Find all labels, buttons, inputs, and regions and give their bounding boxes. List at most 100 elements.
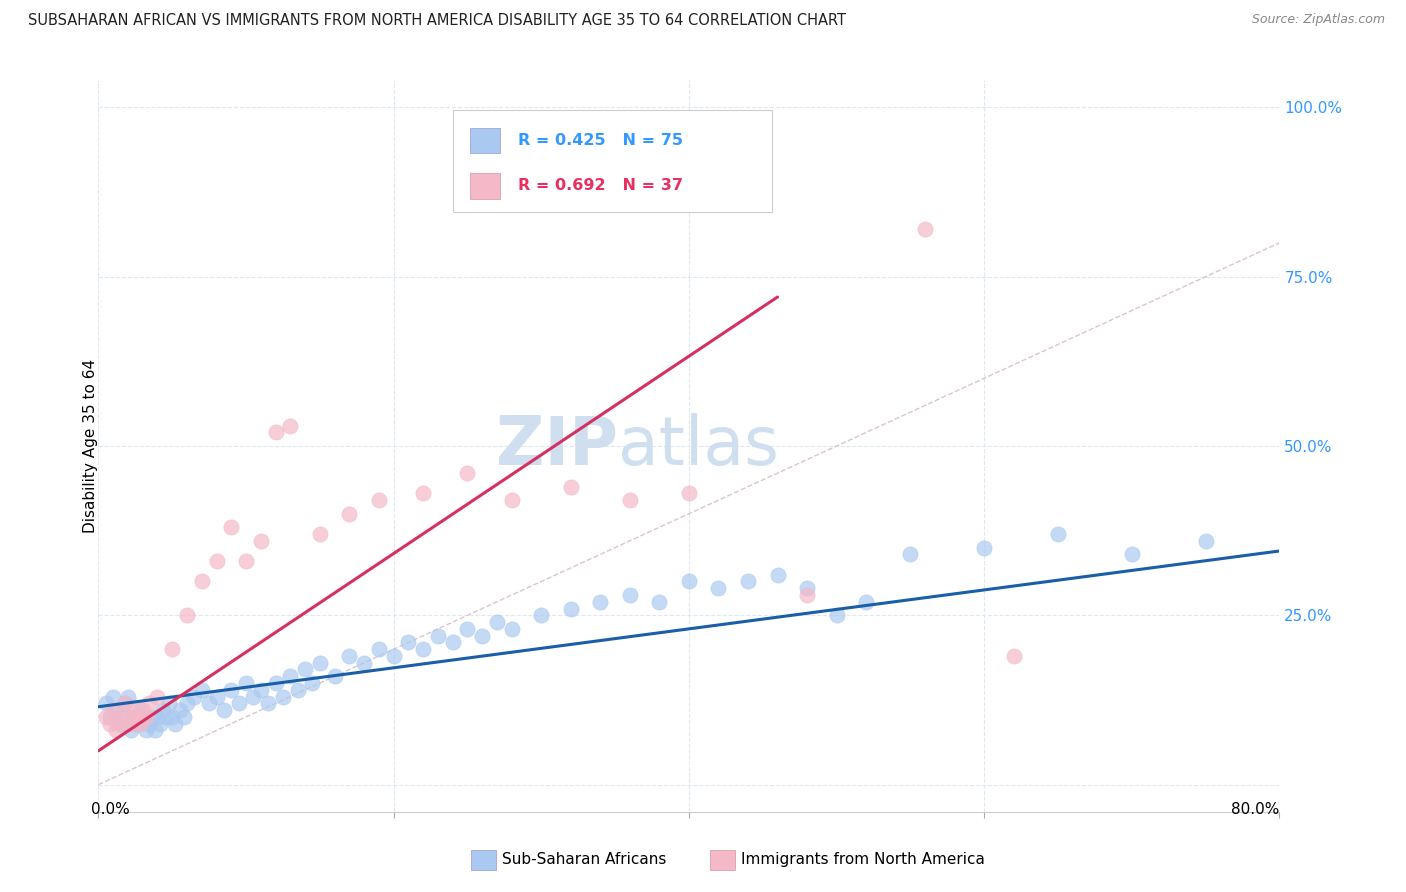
- Text: Source: ZipAtlas.com: Source: ZipAtlas.com: [1251, 13, 1385, 27]
- Text: Sub-Saharan Africans: Sub-Saharan Africans: [502, 853, 666, 867]
- Point: [235, 676, 257, 690]
- Text: 80.0%: 80.0%: [1232, 802, 1279, 816]
- Point: [128, 716, 150, 731]
- Point: [337, 648, 360, 663]
- Point: [560, 480, 582, 494]
- Point: [589, 595, 612, 609]
- Point: [120, 723, 142, 738]
- Text: 0.0%: 0.0%: [91, 802, 129, 816]
- Point: [146, 690, 169, 704]
- FancyBboxPatch shape: [471, 173, 501, 199]
- Point: [169, 703, 191, 717]
- Point: [132, 703, 155, 717]
- Point: [825, 608, 848, 623]
- FancyBboxPatch shape: [471, 128, 501, 153]
- Y-axis label: Disability Age 35 to 64: Disability Age 35 to 64: [83, 359, 97, 533]
- Point: [103, 690, 125, 704]
- Text: SUBSAHARAN AFRICAN VS IMMIGRANTS FROM NORTH AMERICA DISABILITY AGE 35 TO 64 CORR: SUBSAHARAN AFRICAN VS IMMIGRANTS FROM NO…: [28, 13, 846, 29]
- Point: [1002, 648, 1025, 663]
- Point: [173, 710, 195, 724]
- Point: [441, 635, 464, 649]
- Point: [219, 682, 242, 697]
- Point: [301, 676, 323, 690]
- Point: [412, 486, 434, 500]
- Point: [152, 703, 174, 717]
- Text: atlas: atlas: [619, 413, 779, 479]
- Point: [278, 669, 302, 683]
- Point: [1046, 527, 1069, 541]
- Point: [103, 703, 125, 717]
- Point: [287, 682, 309, 697]
- Point: [427, 629, 450, 643]
- Point: [353, 656, 375, 670]
- Point: [149, 716, 172, 731]
- Point: [135, 710, 157, 724]
- Point: [162, 642, 183, 657]
- Point: [138, 716, 160, 731]
- Point: [250, 682, 273, 697]
- Point: [146, 710, 169, 724]
- Point: [141, 710, 163, 724]
- Point: [228, 697, 250, 711]
- Point: [235, 554, 257, 568]
- Point: [900, 547, 922, 561]
- Point: [98, 716, 121, 731]
- Point: [176, 608, 198, 623]
- Point: [108, 710, 131, 724]
- Point: [257, 697, 280, 711]
- Point: [619, 588, 641, 602]
- Point: [707, 581, 730, 595]
- Point: [619, 493, 641, 508]
- Point: [471, 629, 494, 643]
- Point: [157, 697, 180, 711]
- Point: [766, 567, 789, 582]
- Point: [219, 520, 242, 534]
- Point: [105, 703, 128, 717]
- Point: [205, 554, 228, 568]
- Point: [198, 697, 221, 711]
- Point: [162, 710, 183, 724]
- Point: [191, 682, 214, 697]
- Point: [143, 723, 166, 738]
- Point: [368, 493, 391, 508]
- Point: [114, 697, 136, 711]
- Point: [337, 507, 360, 521]
- Text: R = 0.425   N = 75: R = 0.425 N = 75: [517, 133, 683, 148]
- Point: [122, 710, 145, 724]
- Point: [1195, 533, 1218, 548]
- Point: [678, 486, 700, 500]
- Point: [117, 690, 139, 704]
- Point: [412, 642, 434, 657]
- Point: [165, 716, 187, 731]
- Point: [183, 690, 205, 704]
- Text: R = 0.692   N = 37: R = 0.692 N = 37: [517, 178, 683, 194]
- Point: [111, 716, 134, 731]
- Point: [560, 601, 582, 615]
- Point: [98, 710, 121, 724]
- Point: [796, 581, 818, 595]
- Point: [530, 608, 553, 623]
- FancyBboxPatch shape: [453, 110, 772, 212]
- Point: [132, 710, 155, 724]
- Point: [396, 635, 419, 649]
- Point: [105, 723, 128, 738]
- Point: [648, 595, 671, 609]
- Point: [368, 642, 391, 657]
- Point: [94, 697, 117, 711]
- Point: [94, 710, 117, 724]
- Point: [108, 716, 131, 731]
- Point: [242, 690, 264, 704]
- Point: [456, 622, 478, 636]
- Point: [737, 574, 759, 589]
- Point: [796, 588, 818, 602]
- Point: [120, 716, 142, 731]
- Point: [122, 703, 145, 717]
- Point: [114, 697, 136, 711]
- Text: ZIP: ZIP: [496, 413, 619, 479]
- Point: [309, 527, 332, 541]
- Point: [501, 622, 523, 636]
- Point: [973, 541, 995, 555]
- Point: [855, 595, 877, 609]
- Point: [456, 466, 478, 480]
- Point: [125, 710, 148, 724]
